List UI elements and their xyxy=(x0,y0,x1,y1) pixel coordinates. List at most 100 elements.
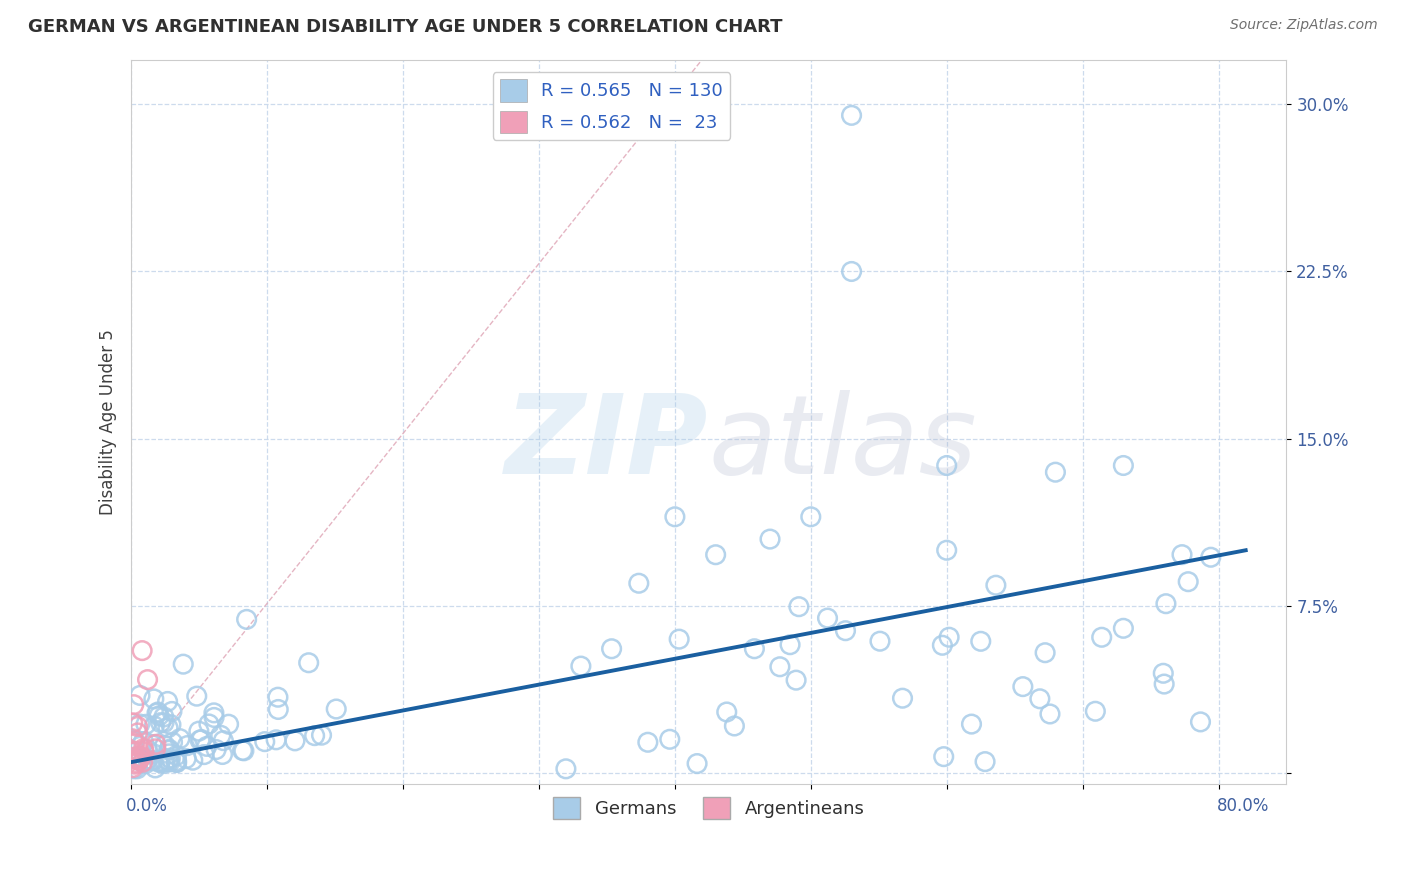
Point xyxy=(176,739,198,753)
Point xyxy=(686,756,709,771)
Point xyxy=(209,728,232,742)
Point xyxy=(146,706,169,720)
Point xyxy=(1189,714,1212,729)
Point xyxy=(159,755,181,769)
Point xyxy=(131,756,153,770)
Point xyxy=(1033,646,1056,660)
Point xyxy=(139,754,162,768)
Point xyxy=(172,657,194,672)
Point xyxy=(121,761,143,775)
Point xyxy=(156,694,179,708)
Point xyxy=(1091,630,1114,644)
Point xyxy=(212,733,235,747)
Point xyxy=(129,739,152,754)
Point xyxy=(935,458,957,473)
Point xyxy=(122,751,145,765)
Point xyxy=(174,751,197,765)
Point xyxy=(974,755,997,769)
Point xyxy=(664,509,686,524)
Point xyxy=(128,753,150,767)
Point xyxy=(932,749,955,764)
Point xyxy=(165,756,187,770)
Point xyxy=(127,762,149,776)
Point xyxy=(145,737,167,751)
Point xyxy=(841,264,863,278)
Point xyxy=(134,756,156,771)
Point xyxy=(970,634,993,648)
Point xyxy=(569,659,592,673)
Point xyxy=(129,749,152,764)
Point xyxy=(127,752,149,766)
Point xyxy=(1039,706,1062,721)
Point xyxy=(127,719,149,733)
Text: 0.0%: 0.0% xyxy=(125,797,167,815)
Point xyxy=(984,578,1007,592)
Point xyxy=(129,750,152,764)
Point xyxy=(627,576,650,591)
Point xyxy=(142,747,165,761)
Point xyxy=(169,731,191,746)
Point xyxy=(124,752,146,766)
Point xyxy=(235,612,257,626)
Point xyxy=(124,757,146,772)
Point xyxy=(869,634,891,648)
Point xyxy=(166,756,188,770)
Point xyxy=(1171,548,1194,562)
Point xyxy=(149,756,172,770)
Point xyxy=(159,751,181,765)
Point xyxy=(131,755,153,769)
Point xyxy=(160,705,183,719)
Point xyxy=(325,702,347,716)
Point xyxy=(142,754,165,768)
Point xyxy=(284,734,307,748)
Point xyxy=(190,732,212,747)
Point xyxy=(136,752,159,766)
Text: ZIP: ZIP xyxy=(505,391,709,497)
Point xyxy=(769,659,792,673)
Point xyxy=(160,717,183,731)
Point xyxy=(211,747,233,762)
Point xyxy=(637,735,659,749)
Point xyxy=(264,732,287,747)
Point xyxy=(124,736,146,750)
Point xyxy=(121,715,143,730)
Point xyxy=(195,739,218,754)
Point xyxy=(198,717,221,731)
Point xyxy=(1154,597,1177,611)
Point xyxy=(554,762,576,776)
Point xyxy=(136,673,159,687)
Point xyxy=(135,717,157,731)
Point xyxy=(124,750,146,764)
Point xyxy=(1084,704,1107,718)
Point xyxy=(298,656,321,670)
Y-axis label: Disability Age Under 5: Disability Age Under 5 xyxy=(100,329,117,515)
Point xyxy=(1029,691,1052,706)
Point xyxy=(145,742,167,756)
Point xyxy=(157,747,180,761)
Text: atlas: atlas xyxy=(709,391,977,497)
Point xyxy=(232,743,254,757)
Point xyxy=(124,744,146,758)
Point xyxy=(205,742,228,756)
Point xyxy=(132,741,155,756)
Point xyxy=(787,599,810,614)
Point xyxy=(122,698,145,712)
Point xyxy=(149,715,172,730)
Point xyxy=(124,733,146,747)
Point xyxy=(704,548,727,562)
Point xyxy=(148,708,170,723)
Point xyxy=(166,754,188,768)
Text: Source: ZipAtlas.com: Source: ZipAtlas.com xyxy=(1230,18,1378,32)
Point xyxy=(658,732,681,747)
Point xyxy=(960,717,983,731)
Point xyxy=(128,717,150,731)
Point xyxy=(800,509,823,524)
Point xyxy=(187,724,209,739)
Point xyxy=(834,624,856,638)
Point xyxy=(153,756,176,771)
Point xyxy=(157,754,180,768)
Point xyxy=(143,719,166,733)
Text: 80.0%: 80.0% xyxy=(1218,797,1270,815)
Point xyxy=(153,710,176,724)
Point xyxy=(1153,677,1175,691)
